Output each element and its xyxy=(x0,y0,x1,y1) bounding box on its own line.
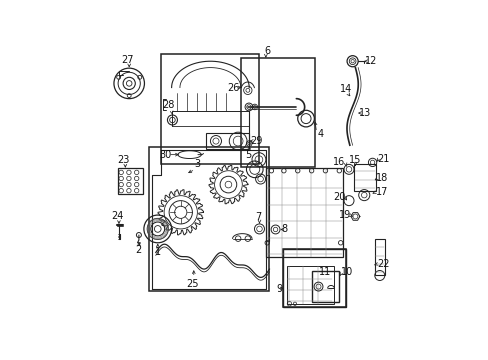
Bar xyxy=(206,133,249,149)
Text: 11: 11 xyxy=(319,267,331,278)
Bar xyxy=(241,58,314,167)
Text: 14: 14 xyxy=(340,84,352,94)
Text: 12: 12 xyxy=(364,56,376,66)
Text: 19: 19 xyxy=(338,210,350,220)
Text: 9: 9 xyxy=(276,284,282,293)
Bar xyxy=(283,249,345,307)
Text: 30: 30 xyxy=(159,150,171,159)
Bar xyxy=(149,147,268,291)
Text: 29: 29 xyxy=(250,136,263,146)
Text: 18: 18 xyxy=(375,174,387,184)
Text: 1: 1 xyxy=(154,247,161,257)
Bar xyxy=(265,168,343,257)
Text: 15: 15 xyxy=(348,154,361,165)
Text: 20: 20 xyxy=(333,192,345,202)
Text: 2: 2 xyxy=(135,245,141,255)
Text: 7: 7 xyxy=(255,212,261,222)
Bar xyxy=(311,270,339,302)
Text: 28: 28 xyxy=(162,100,174,110)
Text: 10: 10 xyxy=(340,267,352,277)
Bar xyxy=(286,266,333,304)
Text: 3: 3 xyxy=(194,159,200,169)
Text: 26: 26 xyxy=(227,82,239,93)
Bar xyxy=(118,168,143,194)
Bar xyxy=(353,163,375,191)
Bar xyxy=(283,249,345,307)
Text: 4: 4 xyxy=(317,129,323,139)
Bar xyxy=(374,239,384,275)
Text: 25: 25 xyxy=(186,279,198,289)
Text: 5: 5 xyxy=(244,150,250,160)
Text: 23: 23 xyxy=(117,155,130,165)
Text: 13: 13 xyxy=(359,108,371,118)
Text: 8: 8 xyxy=(281,225,287,234)
Bar xyxy=(160,54,259,164)
Text: 27: 27 xyxy=(121,55,133,66)
Text: 24: 24 xyxy=(111,211,123,221)
Text: 21: 21 xyxy=(377,154,389,164)
Text: 16: 16 xyxy=(333,157,345,167)
Text: 6: 6 xyxy=(264,46,270,56)
Text: 22: 22 xyxy=(377,258,389,269)
Text: 17: 17 xyxy=(375,186,387,197)
